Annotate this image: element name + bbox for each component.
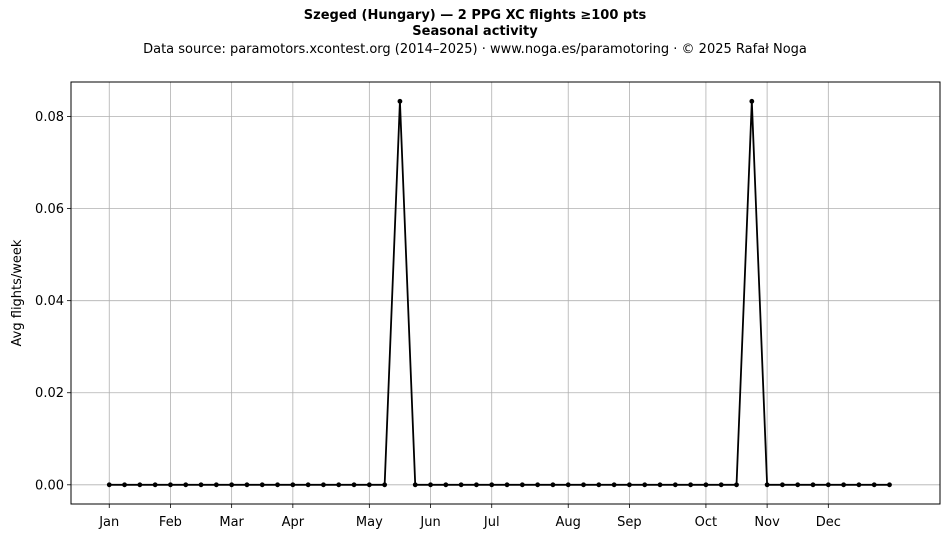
data-point xyxy=(259,482,265,488)
y-tick-label: 0.04 xyxy=(35,294,64,309)
data-point xyxy=(841,482,847,488)
data-point xyxy=(688,482,694,488)
data-point xyxy=(596,482,602,488)
y-tick-label: 0.02 xyxy=(35,386,64,401)
x-tick-label: May xyxy=(356,515,383,530)
data-point xyxy=(351,482,357,488)
data-point xyxy=(581,482,586,488)
data-point xyxy=(412,482,418,488)
data-point xyxy=(229,482,235,488)
data-point xyxy=(428,482,433,488)
data-point xyxy=(504,482,510,488)
series-line xyxy=(109,100,890,486)
data-point xyxy=(122,482,127,488)
data-point xyxy=(152,482,158,488)
x-tick-label: Sep xyxy=(617,515,642,530)
x-tick-label: Nov xyxy=(754,515,780,530)
x-tick-label: Jun xyxy=(419,515,440,530)
chart-title: Szeged (Hungary) — 2 PPG XC flights ≥100… xyxy=(303,8,647,23)
data-point xyxy=(871,482,877,488)
data-point xyxy=(734,482,739,488)
data-point xyxy=(321,482,326,488)
data-point xyxy=(213,482,219,488)
data-point xyxy=(275,482,280,488)
axis-layer: Jan Feb Mar Apr May Jun Jul Aug Sep Oct Nov Dec 0.00… xyxy=(35,110,841,530)
chart-title-block: Szeged (Hungary) — 2 PPG XC flights ≥100… xyxy=(0,8,950,60)
data-point xyxy=(137,482,143,488)
data-point xyxy=(474,482,479,488)
x-tick-label: Feb xyxy=(159,515,182,530)
x-tick-label: Jul xyxy=(483,515,500,530)
grid-layer xyxy=(71,82,940,504)
data-point xyxy=(749,98,755,104)
y-tick-label: 0.00 xyxy=(35,478,64,493)
data-point xyxy=(672,482,678,488)
data-point xyxy=(611,482,617,488)
data-point xyxy=(489,482,495,488)
data-point xyxy=(443,482,449,488)
data-point xyxy=(565,482,571,488)
chart-source-line: Data source: paramotors.xcontest.org (20… xyxy=(143,42,807,57)
data-point xyxy=(244,482,250,488)
data-point xyxy=(795,482,801,488)
x-tick-label: Dec xyxy=(816,515,841,530)
data-point xyxy=(825,482,831,488)
data-point xyxy=(168,482,173,488)
plot-frame xyxy=(70,81,941,505)
data-point xyxy=(810,482,816,488)
data-point xyxy=(856,482,862,488)
data-point xyxy=(290,482,296,488)
data-point xyxy=(382,482,388,488)
y-tick-label: 0.06 xyxy=(35,202,64,217)
data-point xyxy=(780,482,785,488)
x-tick-label: Aug xyxy=(556,515,581,530)
data-point xyxy=(305,482,311,488)
chart-subtitle: Seasonal activity xyxy=(412,24,538,39)
data-point xyxy=(458,482,464,488)
x-tick-label: Mar xyxy=(219,515,244,530)
data-point xyxy=(718,482,724,488)
data-point xyxy=(106,482,112,488)
data-point xyxy=(397,98,403,104)
x-tick-label: Apr xyxy=(282,515,305,530)
data-point xyxy=(764,482,770,488)
data-point xyxy=(657,482,663,488)
data-point xyxy=(519,482,525,488)
data-point xyxy=(198,482,204,488)
y-tick-label: 0.08 xyxy=(35,110,64,125)
data-point xyxy=(703,482,709,488)
data-point xyxy=(336,482,342,488)
data-point xyxy=(535,482,541,488)
data-point xyxy=(887,482,892,488)
data-point xyxy=(183,482,189,488)
data-point xyxy=(642,482,648,488)
x-tick-label: Jan xyxy=(98,515,119,530)
series-layer xyxy=(109,100,890,486)
y-axis-label: Avg flights/week xyxy=(10,239,25,346)
x-tick-label: Oct xyxy=(695,515,717,530)
data-point xyxy=(627,482,632,488)
data-point xyxy=(550,482,556,488)
data-point xyxy=(366,482,372,488)
points-layer xyxy=(106,98,892,488)
